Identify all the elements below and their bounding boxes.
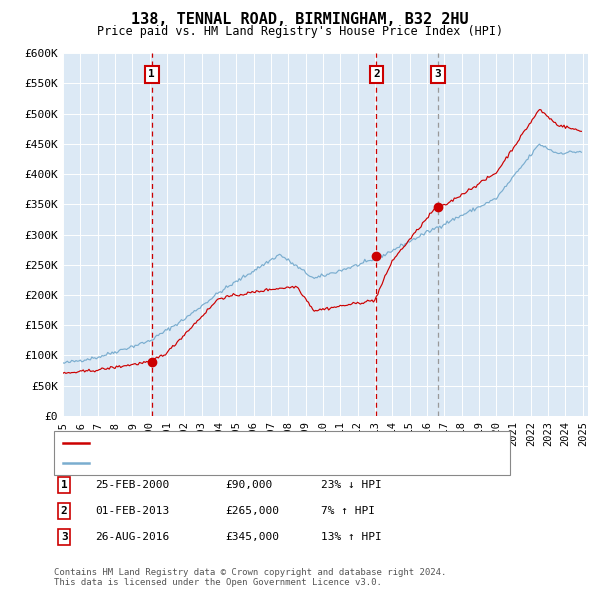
Text: £265,000: £265,000 — [225, 506, 279, 516]
Text: 1: 1 — [61, 480, 68, 490]
Text: 25-FEB-2000: 25-FEB-2000 — [95, 480, 169, 490]
Text: 138, TENNAL ROAD, BIRMINGHAM, B32 2HU: 138, TENNAL ROAD, BIRMINGHAM, B32 2HU — [131, 12, 469, 27]
Text: 3: 3 — [61, 532, 68, 542]
Text: 138, TENNAL ROAD, BIRMINGHAM, B32 2HU (detached house): 138, TENNAL ROAD, BIRMINGHAM, B32 2HU (d… — [93, 438, 431, 448]
Text: 2: 2 — [61, 506, 68, 516]
Text: 1: 1 — [148, 69, 155, 79]
Text: 23% ↓ HPI: 23% ↓ HPI — [321, 480, 382, 490]
Text: 01-FEB-2013: 01-FEB-2013 — [95, 506, 169, 516]
Text: £345,000: £345,000 — [225, 532, 279, 542]
Text: 13% ↑ HPI: 13% ↑ HPI — [321, 532, 382, 542]
Text: HPI: Average price, detached house, Birmingham: HPI: Average price, detached house, Birm… — [93, 458, 380, 468]
Text: Contains HM Land Registry data © Crown copyright and database right 2024.
This d: Contains HM Land Registry data © Crown c… — [54, 568, 446, 587]
Text: 26-AUG-2016: 26-AUG-2016 — [95, 532, 169, 542]
Text: 3: 3 — [434, 69, 442, 79]
Text: 7% ↑ HPI: 7% ↑ HPI — [321, 506, 375, 516]
Text: £90,000: £90,000 — [225, 480, 272, 490]
Text: 2: 2 — [373, 69, 380, 79]
Text: Price paid vs. HM Land Registry's House Price Index (HPI): Price paid vs. HM Land Registry's House … — [97, 25, 503, 38]
